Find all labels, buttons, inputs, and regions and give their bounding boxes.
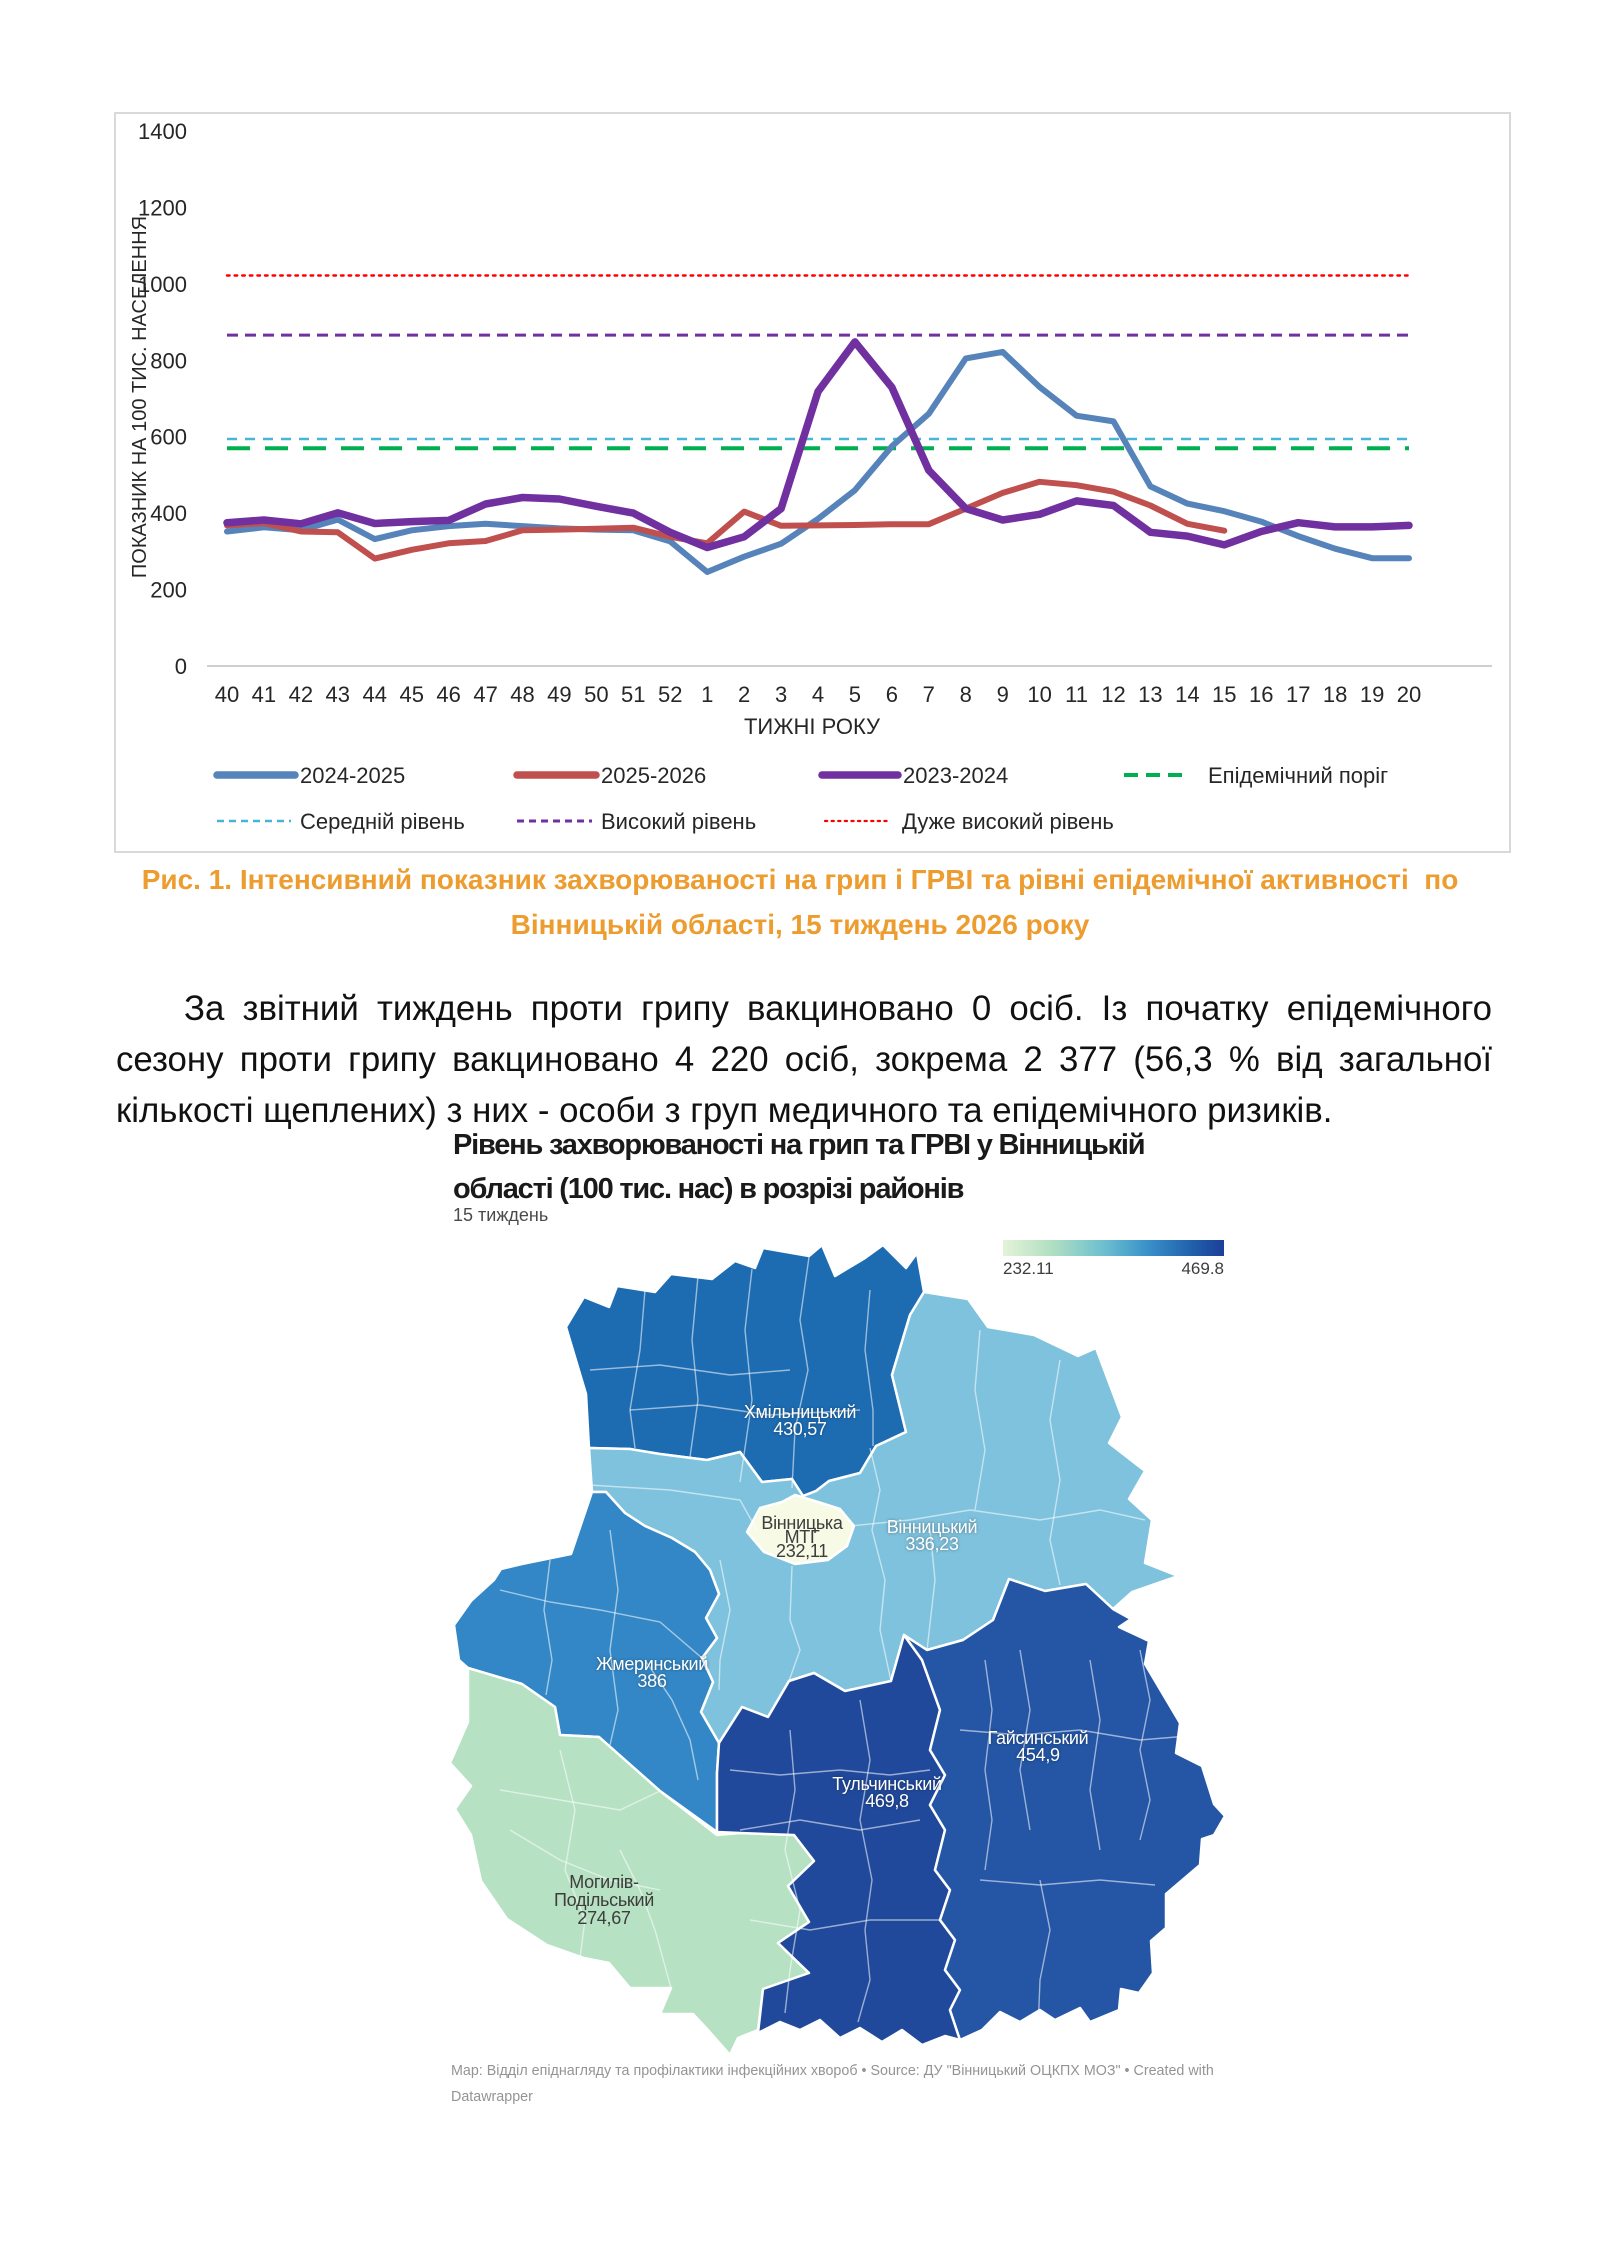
svg-text:19: 19: [1360, 682, 1384, 707]
svg-text:Могилів-: Могилів-: [569, 1872, 639, 1892]
svg-text:Дуже високий рівень: Дуже високий рівень: [902, 809, 1114, 834]
svg-text:Жмеринський: Жмеринський: [596, 1654, 708, 1674]
svg-text:Високий рівень: Високий рівень: [601, 809, 756, 834]
svg-text:44: 44: [363, 682, 387, 707]
svg-text:48: 48: [510, 682, 534, 707]
svg-text:11: 11: [1065, 682, 1088, 707]
svg-text:45: 45: [399, 682, 423, 707]
svg-text:Тульчинський: Тульчинський: [832, 1774, 941, 1794]
svg-text:430,57: 430,57: [773, 1419, 827, 1439]
svg-text:13: 13: [1138, 682, 1162, 707]
svg-text:8: 8: [960, 682, 972, 707]
svg-text:46: 46: [436, 682, 460, 707]
svg-text:2: 2: [738, 682, 750, 707]
svg-text:336,23: 336,23: [905, 1534, 959, 1554]
svg-text:16: 16: [1249, 682, 1273, 707]
svg-text:232,11: 232,11: [776, 1541, 828, 1561]
svg-text:Середній рівень: Середній рівень: [300, 809, 465, 834]
svg-text:9: 9: [997, 682, 1009, 707]
svg-text:400: 400: [150, 501, 187, 526]
svg-text:Вінницький: Вінницький: [887, 1517, 978, 1537]
svg-text:2024-2025: 2024-2025: [300, 763, 405, 788]
svg-text:469,8: 469,8: [865, 1791, 909, 1811]
svg-text:454,9: 454,9: [1016, 1745, 1060, 1765]
svg-text:МТГ: МТГ: [785, 1527, 820, 1547]
svg-text:1000: 1000: [138, 272, 187, 297]
svg-text:43: 43: [326, 682, 350, 707]
svg-text:6: 6: [886, 682, 898, 707]
svg-text:7: 7: [923, 682, 935, 707]
svg-text:Вінницька: Вінницька: [761, 1513, 843, 1533]
svg-text:200: 200: [150, 578, 187, 603]
svg-text:1200: 1200: [138, 195, 187, 220]
svg-text:1400: 1400: [138, 119, 187, 144]
svg-text:15: 15: [1212, 682, 1236, 707]
svg-text:18: 18: [1323, 682, 1347, 707]
svg-text:40: 40: [215, 682, 239, 707]
svg-text:49: 49: [547, 682, 571, 707]
svg-text:42: 42: [289, 682, 313, 707]
svg-text:3: 3: [775, 682, 787, 707]
svg-text:ПОКАЗНИК НА 100 ТИС. НАСЕЛЕННЯ: ПОКАЗНИК НА 100 ТИС. НАСЕЛЕННЯ: [129, 216, 151, 578]
svg-text:386: 386: [637, 1671, 666, 1691]
svg-text:2025-2026: 2025-2026: [601, 763, 706, 788]
svg-text:5: 5: [849, 682, 861, 707]
svg-text:14: 14: [1175, 682, 1199, 707]
svg-text:41: 41: [252, 682, 276, 707]
svg-text:1: 1: [701, 682, 713, 707]
svg-text:0: 0: [175, 654, 187, 679]
svg-text:Гайсинський: Гайсинський: [988, 1728, 1089, 1748]
svg-text:20: 20: [1397, 682, 1421, 707]
svg-text:4: 4: [812, 682, 824, 707]
svg-text:47: 47: [473, 682, 497, 707]
svg-text:50: 50: [584, 682, 608, 707]
svg-text:12: 12: [1101, 682, 1125, 707]
svg-text:Подільський: Подільський: [554, 1890, 654, 1910]
svg-text:51: 51: [621, 682, 645, 707]
svg-text:274,67: 274,67: [577, 1908, 631, 1928]
svg-text:800: 800: [150, 348, 187, 373]
svg-text:10: 10: [1027, 682, 1051, 707]
svg-text:Епідемічний поріг: Епідемічний поріг: [1208, 763, 1388, 788]
svg-text:Хмільницький: Хмільницький: [744, 1402, 856, 1422]
svg-text:52: 52: [658, 682, 682, 707]
svg-text:17: 17: [1286, 682, 1310, 707]
svg-text:600: 600: [150, 425, 187, 450]
svg-text:ТИЖНІ РОКУ: ТИЖНІ РОКУ: [744, 714, 881, 739]
svg-text:2023-2024: 2023-2024: [903, 763, 1008, 788]
